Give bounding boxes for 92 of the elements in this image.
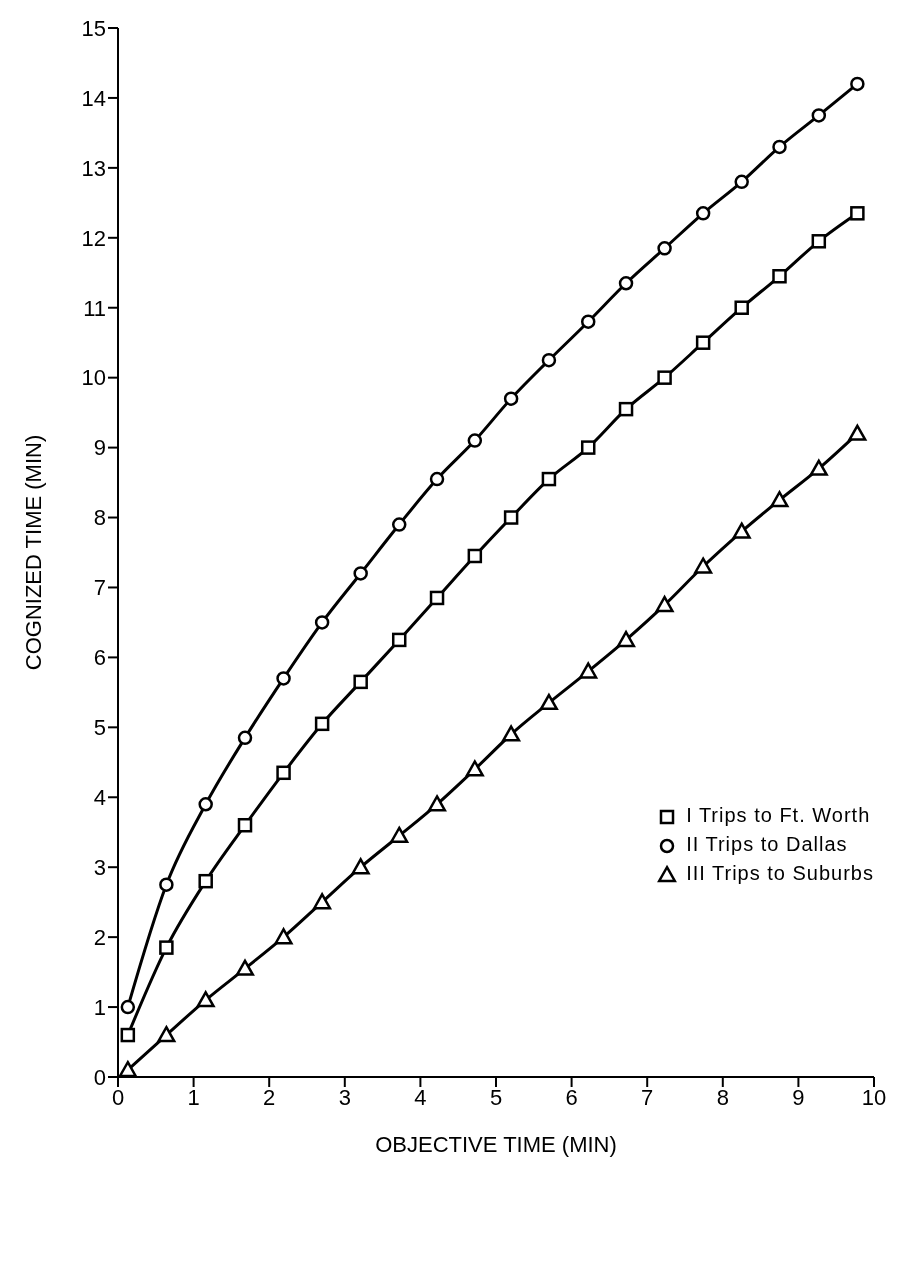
point (770, 491, 789, 508)
point (580, 440, 596, 455)
point (772, 139, 787, 155)
y-tick-label: 10 (81, 365, 106, 391)
point (314, 716, 330, 732)
point (314, 615, 330, 630)
point (237, 817, 253, 833)
point (503, 391, 519, 406)
y-tick-label: 5 (93, 715, 106, 741)
point (157, 1025, 176, 1043)
x-tick-label: 2 (263, 1084, 276, 1110)
point (695, 206, 711, 221)
point (237, 730, 253, 746)
y-tick-label: 13 (81, 155, 106, 181)
point (159, 877, 174, 892)
point (657, 370, 672, 385)
point (539, 693, 558, 711)
point (120, 999, 136, 1015)
x-tick-label: 3 (338, 1084, 351, 1110)
point (390, 826, 409, 843)
point (811, 234, 827, 249)
point (235, 959, 255, 976)
point (655, 595, 674, 613)
point (618, 401, 634, 417)
y-tick-label: 11 (83, 295, 106, 321)
point (467, 548, 483, 564)
point (276, 765, 291, 781)
point (616, 630, 636, 648)
point (351, 858, 370, 875)
point (391, 517, 407, 532)
point (274, 928, 293, 945)
y-tick-label: 15 (81, 15, 106, 41)
point (580, 314, 596, 329)
point (467, 433, 483, 448)
point (391, 632, 407, 648)
x-tick-label: 10 (861, 1084, 887, 1110)
y-tick-label: 12 (81, 225, 106, 251)
y-axis-title: COGNIZED TIME (MIN) (20, 434, 46, 671)
y-tick-label: 14 (81, 85, 106, 111)
point (313, 893, 332, 910)
x-tick-label: 0 (111, 1084, 125, 1110)
x-tick-label: 1 (187, 1084, 200, 1110)
x-axis-title: OBJECTIVE TIME (MIN) (375, 1132, 617, 1157)
point (429, 590, 445, 606)
y-tick-label: 7 (93, 575, 106, 601)
point (772, 269, 787, 284)
point (353, 566, 368, 581)
x-tick-label: 9 (792, 1084, 805, 1110)
x-tick-label: 5 (489, 1084, 503, 1110)
point (657, 241, 672, 256)
point (120, 1027, 136, 1043)
legend-label: III Trips to Suburbs (686, 862, 874, 885)
point (118, 1060, 137, 1077)
point (503, 510, 519, 525)
x-tick-label: 4 (414, 1084, 427, 1110)
point (541, 471, 557, 487)
point (159, 940, 174, 955)
x-tick-label: 6 (565, 1084, 578, 1110)
y-tick-label: 4 (93, 785, 106, 811)
x-tick-label: 8 (716, 1084, 729, 1110)
point (579, 662, 598, 679)
point (850, 76, 865, 92)
y-tick-label: 9 (93, 435, 106, 461)
point (694, 557, 713, 574)
point (196, 991, 215, 1008)
legend-label: II Trips to Dallas (686, 833, 848, 856)
point (465, 760, 484, 777)
point (811, 108, 827, 123)
point (695, 335, 711, 350)
point (198, 797, 213, 812)
point (198, 873, 213, 889)
point (276, 671, 291, 686)
point (618, 276, 634, 291)
point (734, 300, 749, 315)
y-tick-label: 0 (93, 1064, 106, 1090)
point (541, 352, 557, 368)
legend-label: I Trips to Ft. Worth (686, 804, 871, 827)
point (850, 206, 865, 221)
point (732, 522, 751, 539)
point (848, 424, 867, 441)
point (734, 174, 749, 190)
point (502, 725, 521, 742)
point (353, 674, 368, 690)
point (809, 459, 828, 476)
point (427, 795, 447, 812)
y-tick-label: 6 (93, 645, 106, 671)
y-tick-label: 1 (93, 994, 106, 1020)
y-tick-label: 2 (93, 924, 106, 950)
x-tick-label: 7 (641, 1084, 654, 1110)
y-tick-label: 8 (93, 505, 106, 531)
y-tick-label: 3 (93, 855, 106, 881)
point (429, 471, 445, 487)
